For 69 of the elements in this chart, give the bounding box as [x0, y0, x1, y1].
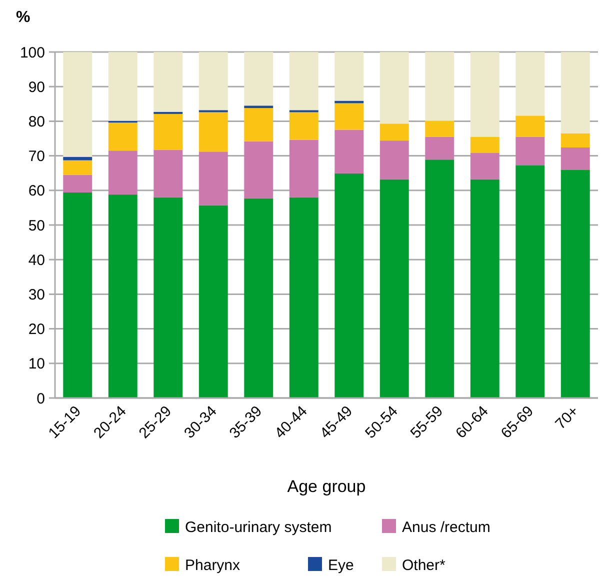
bar — [108, 150, 138, 195]
bar — [560, 147, 590, 170]
bar — [63, 52, 92, 157]
bar — [334, 52, 364, 101]
bar — [244, 52, 274, 106]
bar — [334, 103, 364, 130]
legend-label: Other* — [402, 557, 446, 574]
y-tick-label: 90 — [28, 78, 45, 96]
bar — [63, 174, 92, 192]
bar — [516, 165, 545, 398]
y-tick-label: 100 — [20, 44, 45, 62]
bar — [470, 179, 500, 398]
bar — [108, 194, 138, 398]
bar — [380, 140, 409, 180]
bar — [289, 52, 318, 110]
legend-label: Eye — [328, 557, 354, 574]
bar — [334, 130, 364, 174]
bar — [380, 124, 409, 141]
legend-label: Anus /rectum — [402, 519, 490, 536]
bar — [470, 152, 500, 180]
bar — [334, 173, 364, 398]
y-tick-label: 80 — [28, 113, 45, 130]
y-tick-label: 30 — [28, 286, 45, 304]
bar — [425, 136, 454, 160]
y-tick-label: 70 — [28, 148, 45, 166]
bar — [63, 160, 92, 175]
bar — [470, 52, 500, 137]
y-tick-label: 10 — [28, 356, 45, 373]
legend-label: Genito-urinary system — [185, 519, 332, 536]
bar — [244, 198, 274, 398]
y-tick-label: 50 — [28, 217, 45, 234]
bar — [63, 192, 92, 398]
y-tick-label: 20 — [28, 321, 45, 338]
bar — [425, 52, 454, 121]
bar — [154, 52, 183, 112]
bar — [380, 52, 409, 124]
bar — [154, 197, 183, 398]
bar — [516, 52, 545, 116]
bar — [198, 152, 228, 206]
y-tick-label: 0 — [36, 390, 45, 408]
bar — [154, 114, 183, 150]
bar — [470, 136, 500, 153]
bar — [198, 205, 228, 398]
x-axis-title: Age group — [287, 477, 366, 496]
bar — [516, 116, 545, 137]
bar — [244, 106, 274, 108]
bar — [198, 112, 228, 152]
bar — [516, 136, 545, 166]
y-axis-title: % — [16, 9, 30, 26]
bar — [289, 140, 318, 198]
bar — [108, 122, 138, 151]
bar — [425, 160, 454, 398]
y-tick-label: 40 — [28, 252, 45, 269]
bar — [425, 120, 454, 137]
bar — [289, 112, 318, 140]
bar — [244, 108, 274, 142]
bar — [560, 52, 590, 134]
legend-label: Pharynx — [185, 557, 241, 574]
x-tick-label: 70+ — [552, 402, 582, 433]
bar — [63, 156, 92, 160]
bar — [198, 52, 228, 110]
bar — [108, 52, 138, 121]
bar — [380, 179, 409, 398]
bar — [154, 150, 183, 198]
y-tick-label: 60 — [28, 182, 45, 200]
bar — [560, 170, 590, 398]
bar — [560, 133, 590, 148]
bar — [244, 141, 274, 198]
bar — [289, 197, 318, 398]
